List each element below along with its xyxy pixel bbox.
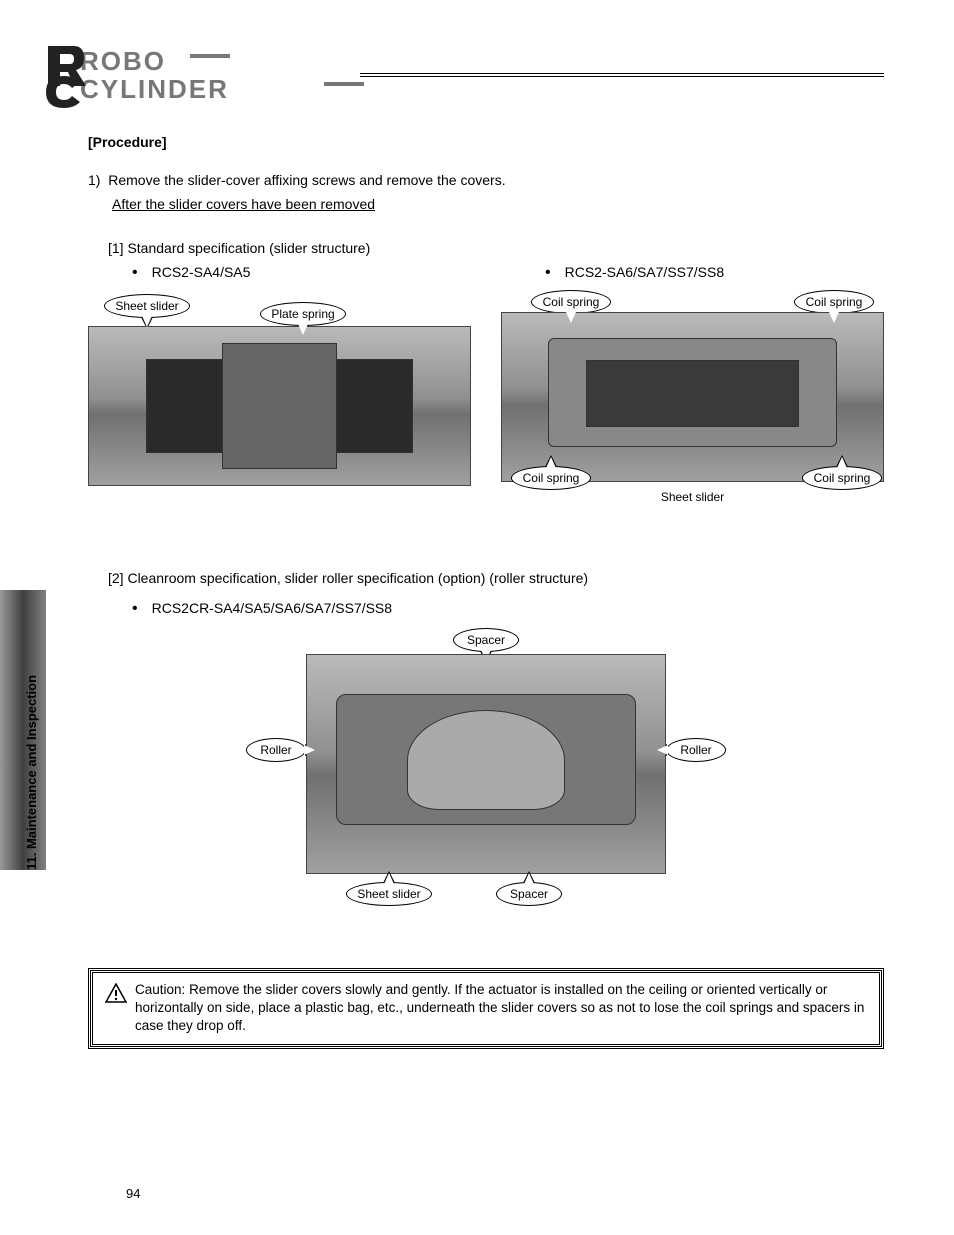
spec-2-label: [2] Cleanroom specification, slider roll… [108, 570, 884, 586]
step-1: 1) Remove the slider-cover affixing scre… [88, 172, 884, 188]
figure-cr: Spacer Roller Roller Sheet slider Spacer [256, 628, 716, 928]
callout-sheet-slider: Sheet slider [104, 294, 190, 318]
model-label-right: RCS2-SA6/SA7/SS7/SS8 [545, 264, 884, 282]
procedure-heading: [Procedure] [88, 134, 884, 150]
sidebar-tab [0, 590, 46, 870]
sidebar-section-label: 11. Maintenance and Inspection [24, 675, 39, 870]
spec1-left: RCS2-SA4/SA5 Sheet slider Plate spring [88, 264, 471, 530]
step-1-sub: After the slider covers have been remove… [112, 196, 884, 212]
callout-sheet-slider-3: Sheet slider [346, 882, 432, 906]
caution-lead: Caution: [135, 982, 185, 997]
photo-cr [306, 654, 666, 874]
step-number: 1) [88, 172, 100, 188]
figure-sa4: Sheet slider Plate spring [88, 290, 471, 480]
model-label-cr: RCS2CR-SA4/SA5/SA6/SA7/SS7/SS8 [132, 600, 884, 618]
photo-sa6 [501, 312, 884, 482]
spec-1-figures: RCS2-SA4/SA5 Sheet slider Plate spring R… [88, 264, 884, 530]
page: 11. Maintenance and Inspection ROBO CYLI… [0, 0, 954, 1235]
callout-roller-left: Roller [246, 738, 306, 762]
caution-icon [105, 983, 127, 1003]
callout-coil-tr: Coil spring [794, 290, 874, 314]
page-number: 94 [126, 1186, 140, 1201]
logo-line2: CYLINDER [80, 74, 229, 104]
label-sheet-slider-2: Sheet slider [661, 490, 724, 504]
photo-sa4 [88, 326, 471, 486]
callout-coil-bl: Coil spring [511, 466, 591, 490]
model-label-left: RCS2-SA4/SA5 [132, 264, 471, 282]
spec-1-label: [1] Standard specification (slider struc… [108, 240, 884, 256]
header: ROBO CYLINDER [40, 40, 884, 110]
figure-sa6: Coil spring Coil spring Coil spring Coil… [501, 290, 884, 530]
caution-text: Caution: Remove the slider covers slowly… [135, 981, 867, 1036]
callout-spacer-top: Spacer [453, 628, 519, 652]
content: [Procedure] 1) Remove the slider-cover a… [88, 134, 884, 1049]
callout-coil-br: Coil spring [802, 466, 882, 490]
robo-cylinder-logo: ROBO CYLINDER [40, 40, 380, 110]
caution-body: Remove the slider covers slowly and gent… [135, 982, 864, 1033]
spec1-right: RCS2-SA6/SA7/SS7/SS8 Coil spring Coil sp… [501, 264, 884, 530]
caution-box: Caution: Remove the slider covers slowly… [88, 968, 884, 1049]
logo-line1: ROBO [80, 46, 166, 76]
callout-plate-spring: Plate spring [260, 302, 346, 326]
callout-spacer-bottom: Spacer [496, 882, 562, 906]
callout-roller-right: Roller [666, 738, 726, 762]
header-rule [360, 73, 884, 77]
callout-coil-tl: Coil spring [531, 290, 611, 314]
step-text: Remove the slider-cover affixing screws … [108, 172, 505, 188]
